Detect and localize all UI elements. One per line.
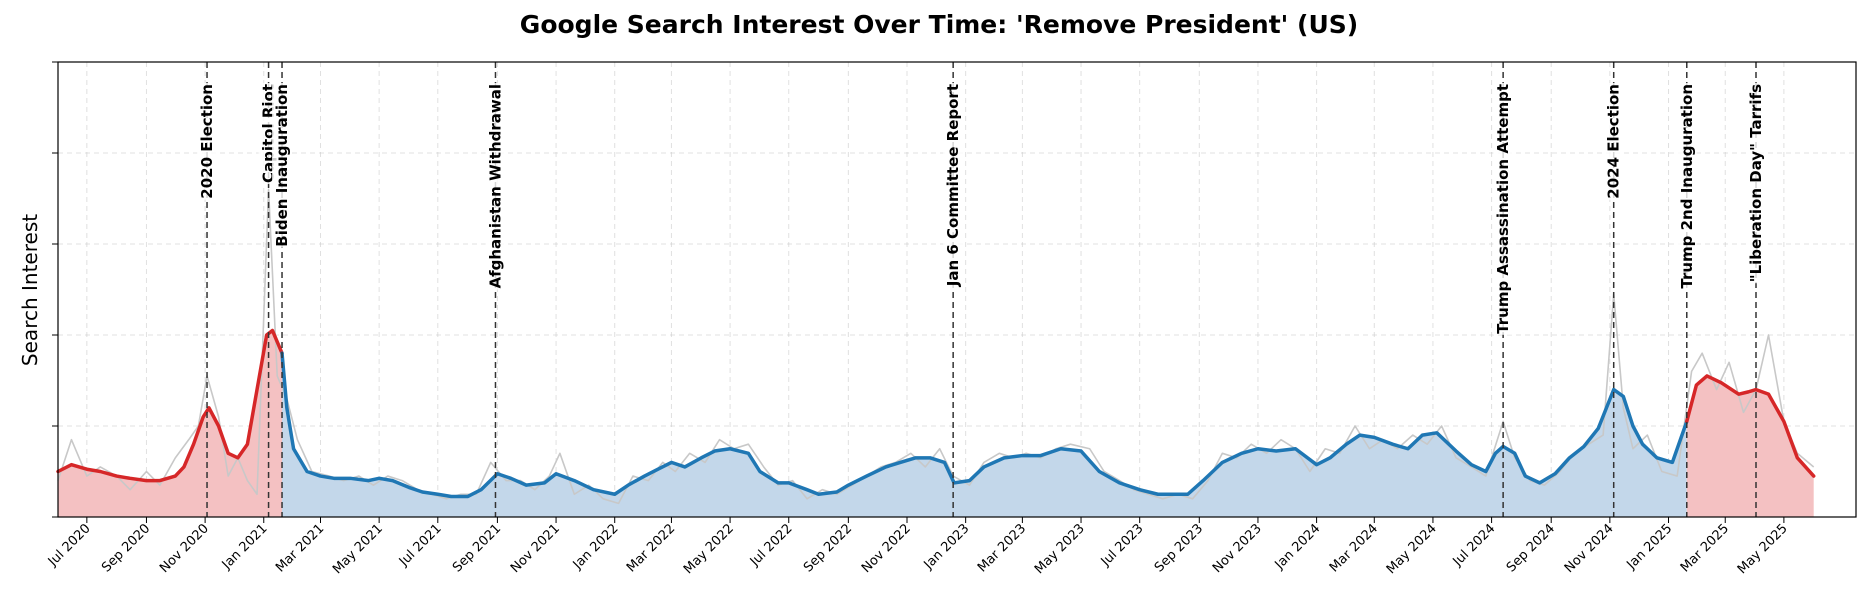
x-tick-label: Jul 2020 xyxy=(45,521,94,570)
x-tick-label: Mar 2022 xyxy=(624,521,678,575)
smoothed-series-layer xyxy=(56,328,1816,499)
x-tick-label: Jan 2023 xyxy=(921,521,973,573)
event-label: 2020 Election xyxy=(198,84,216,199)
x-tick-label: Jul 2023 xyxy=(1098,521,1147,570)
x-tick-label: May 2021 xyxy=(330,521,386,577)
x-tick-label: Jan 2024 xyxy=(1272,521,1324,573)
x-tick-label: Mar 2023 xyxy=(975,521,1029,575)
x-tick-label: Jan 2022 xyxy=(570,521,622,573)
x-tick-label: Sep 2020 xyxy=(99,521,153,575)
x-tick-label: Mar 2021 xyxy=(273,521,327,575)
event-label-background xyxy=(1746,82,1767,284)
x-tick-label: May 2023 xyxy=(1032,521,1088,577)
event-label-background xyxy=(1603,83,1624,200)
x-tick-label: May 2022 xyxy=(681,521,737,577)
area-fill-biden xyxy=(282,353,1687,517)
x-tick-label: Jul 2022 xyxy=(747,521,796,570)
event-label: "Liberation Day" Tarrifs xyxy=(1747,84,1765,282)
x-tick-label: Nov 2024 xyxy=(1562,521,1617,576)
area-fill-trump xyxy=(1686,375,1814,517)
event-label: Trump 2nd Inauguration xyxy=(1678,84,1696,289)
event-label-background xyxy=(485,83,506,290)
x-tick-label: Nov 2020 xyxy=(157,521,212,576)
x-tick-label: Sep 2022 xyxy=(801,521,855,575)
plot-frame xyxy=(57,61,1857,518)
x-tick-label: Sep 2021 xyxy=(450,521,504,575)
x-tick-label: Jul 2021 xyxy=(396,521,445,570)
event-label: Trump Assassination Attempt xyxy=(1494,84,1512,334)
series-line-trump xyxy=(56,328,284,483)
event-label-background xyxy=(1676,83,1697,290)
x-tick-label: Jan 2025 xyxy=(1624,521,1676,573)
event-label-background xyxy=(1493,83,1514,335)
x-tick-label: Sep 2024 xyxy=(1504,521,1558,575)
x-tick-label: Jul 2024 xyxy=(1450,521,1499,570)
event-label: Afghanistan Withdrawal xyxy=(486,84,504,289)
x-tick-label: Mar 2024 xyxy=(1327,521,1381,575)
area-fills xyxy=(58,330,1814,517)
x-tick-label: Mar 2025 xyxy=(1678,521,1732,575)
event-label: Biden Inauguration xyxy=(273,84,291,247)
x-tick-label: Nov 2023 xyxy=(1210,521,1265,576)
event-label: Jan 6 Committee Report xyxy=(944,84,962,287)
x-tick-label: May 2024 xyxy=(1384,521,1440,577)
raw-series-line xyxy=(57,188,1815,505)
event-label-background xyxy=(272,83,293,248)
y-axis-label: Search Interest xyxy=(18,214,42,366)
x-tick-label: Jan 2021 xyxy=(219,521,271,573)
x-tick-label: Nov 2022 xyxy=(859,521,914,576)
series-line-trump xyxy=(1685,374,1816,478)
event-label: 2024 Election xyxy=(1605,84,1623,199)
area-fill-trump xyxy=(58,330,283,517)
x-tick-label: May 2025 xyxy=(1735,521,1791,577)
event-label-background xyxy=(943,83,964,289)
raw-series-layer xyxy=(57,188,1815,505)
event-label-background xyxy=(197,83,218,200)
series-line-biden xyxy=(280,351,1689,499)
x-tick-label: Nov 2021 xyxy=(508,521,563,576)
chart-title: Google Search Interest Over Time: 'Remov… xyxy=(520,10,1358,39)
x-tick-label: Sep 2023 xyxy=(1152,521,1206,575)
